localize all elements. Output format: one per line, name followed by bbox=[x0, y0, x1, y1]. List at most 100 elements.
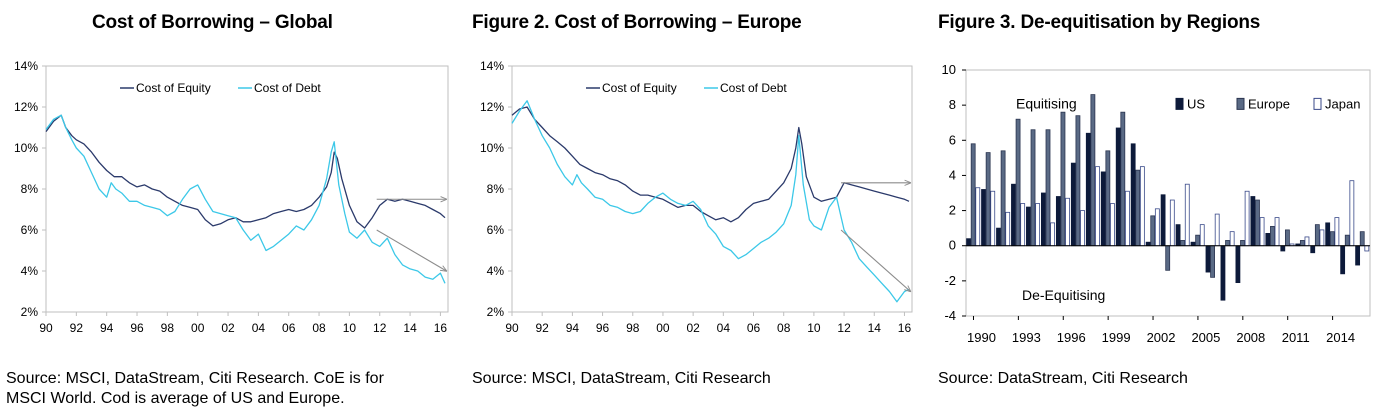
x-tick-label: 96 bbox=[130, 321, 144, 335]
bar-japan bbox=[1139, 166, 1145, 247]
x-tick-label: 00 bbox=[656, 321, 670, 335]
bar-japan bbox=[1319, 229, 1325, 247]
chart-source: Source: MSCI, DataStream, Citi Research bbox=[472, 370, 771, 387]
annotation-arrow bbox=[840, 229, 910, 292]
bar-us bbox=[1325, 222, 1331, 247]
bar-japan bbox=[1259, 217, 1265, 247]
bar-us bbox=[1070, 162, 1076, 247]
bar-europe bbox=[1075, 115, 1081, 247]
bar-us bbox=[1100, 171, 1106, 247]
bar-japan bbox=[1169, 199, 1175, 247]
y-tick-label: 14% bbox=[480, 59, 504, 73]
bar-japan bbox=[1005, 211, 1011, 247]
y-tick-label: 14% bbox=[14, 59, 38, 73]
bar-europe bbox=[1299, 240, 1305, 247]
bar-japan bbox=[1095, 166, 1100, 247]
bar-japan bbox=[1214, 213, 1220, 247]
bar-us bbox=[1085, 132, 1091, 247]
bar-europe bbox=[1240, 240, 1245, 247]
y-tick-label: 12% bbox=[480, 100, 504, 114]
y-tick-label: 10% bbox=[480, 141, 504, 155]
x-tick-label: 2011 bbox=[1282, 330, 1310, 345]
bar-europe bbox=[1284, 229, 1290, 247]
bar-japan bbox=[1125, 190, 1130, 247]
bar-us bbox=[1280, 245, 1286, 252]
bar-us bbox=[1205, 245, 1211, 273]
bar-europe bbox=[1344, 234, 1350, 247]
x-tick-label: 2002 bbox=[1147, 330, 1176, 345]
x-tick-label: 92 bbox=[70, 321, 84, 335]
y-tick-label: 10 bbox=[942, 62, 956, 77]
x-tick-label: 16 bbox=[434, 321, 448, 335]
bar-us bbox=[981, 189, 986, 247]
bar-japan bbox=[1110, 203, 1115, 247]
legend-label-debt: Cost of Debt bbox=[720, 81, 787, 95]
y-tick-label: 8% bbox=[21, 182, 39, 196]
bar-us bbox=[1011, 183, 1016, 247]
series-line-cost-of-equity bbox=[45, 114, 446, 229]
x-tick-label: 16 bbox=[898, 321, 912, 335]
plot-frame bbox=[511, 65, 913, 313]
y-tick-label: 2 bbox=[949, 203, 956, 218]
bar-europe bbox=[1090, 94, 1096, 247]
chart-panel-global: Cost of Borrowing – Global 14% 12% 10% 8% 6%… bbox=[0, 0, 460, 416]
series-line-cost-of-debt bbox=[511, 100, 910, 303]
chart-source-line-2: MSCI World. Cod is average of US and Eur… bbox=[6, 390, 345, 407]
annotation-equitising: Equitising bbox=[1016, 95, 1077, 111]
x-tick-label: 96 bbox=[596, 321, 610, 335]
x-tick-label: 2014 bbox=[1326, 330, 1355, 345]
x-tick-label: 98 bbox=[626, 321, 640, 335]
x-tick-label: 14 bbox=[868, 321, 882, 335]
bar-us bbox=[1235, 245, 1241, 284]
bar-europe bbox=[1314, 224, 1320, 247]
x-tick-label: 94 bbox=[566, 321, 580, 335]
annotation-arrow bbox=[376, 229, 447, 271]
legend-japan-swatch bbox=[1313, 97, 1322, 110]
bar-japan bbox=[1080, 210, 1085, 247]
y-tick-label: 8% bbox=[487, 182, 505, 196]
bar-us bbox=[1355, 245, 1361, 266]
bar-europe bbox=[1359, 231, 1365, 247]
x-tick-label: 02 bbox=[221, 321, 235, 335]
bar-europe bbox=[970, 143, 976, 247]
x-tick-label: 12 bbox=[373, 321, 387, 335]
bar-us bbox=[1340, 245, 1346, 275]
bar-japan bbox=[1184, 183, 1190, 247]
legend-us-label: US bbox=[1187, 96, 1205, 111]
y-tick-label: 0 bbox=[949, 238, 956, 253]
bar-japan bbox=[1304, 236, 1310, 247]
bar-us bbox=[1310, 245, 1316, 254]
chart-panel-europe: Figure 2. Cost of Borrowing – Europe 14%… bbox=[460, 0, 920, 416]
bar-europe bbox=[1045, 129, 1051, 247]
y-tick-label: 6% bbox=[21, 223, 39, 237]
bar-japan bbox=[975, 187, 981, 247]
bar-japan bbox=[1229, 231, 1235, 247]
bar-europe bbox=[985, 152, 991, 247]
chart-title: Figure 2. Cost of Borrowing – Europe bbox=[472, 12, 802, 33]
bar-europe bbox=[1165, 245, 1171, 271]
x-tick-label: 10 bbox=[807, 321, 821, 335]
bar-europe bbox=[1135, 169, 1141, 247]
bar-europe bbox=[1150, 215, 1156, 247]
bar-us bbox=[1026, 206, 1031, 247]
bar-us bbox=[1055, 196, 1061, 247]
annotation-de-equitising: De-Equitising bbox=[1022, 287, 1105, 303]
bar-us bbox=[1145, 241, 1151, 247]
y-tick-label: 4% bbox=[487, 264, 505, 278]
x-tick-label: 08 bbox=[777, 321, 791, 335]
x-tick-label: 08 bbox=[312, 321, 326, 335]
bar-us bbox=[1115, 127, 1121, 247]
bar-japan bbox=[1154, 208, 1160, 247]
x-tick-label: 2008 bbox=[1236, 330, 1265, 345]
series-line-cost-of-debt bbox=[45, 114, 446, 284]
x-tick-label: 92 bbox=[536, 321, 550, 335]
bar-europe bbox=[1030, 129, 1036, 247]
bar-us bbox=[996, 227, 1001, 247]
bar-chart-regions: 10 8 6 4 2 0 -2 -4 1990 1993 1996 1999 2002 2005 2008 2… bbox=[942, 62, 1371, 345]
bar-us bbox=[1265, 233, 1271, 247]
y-tick-label: 6 bbox=[949, 132, 956, 147]
x-tick-label: 14 bbox=[403, 321, 417, 335]
bar-europe bbox=[1105, 150, 1111, 247]
bar-us bbox=[1250, 196, 1256, 247]
x-tick-label: 04 bbox=[252, 321, 266, 335]
